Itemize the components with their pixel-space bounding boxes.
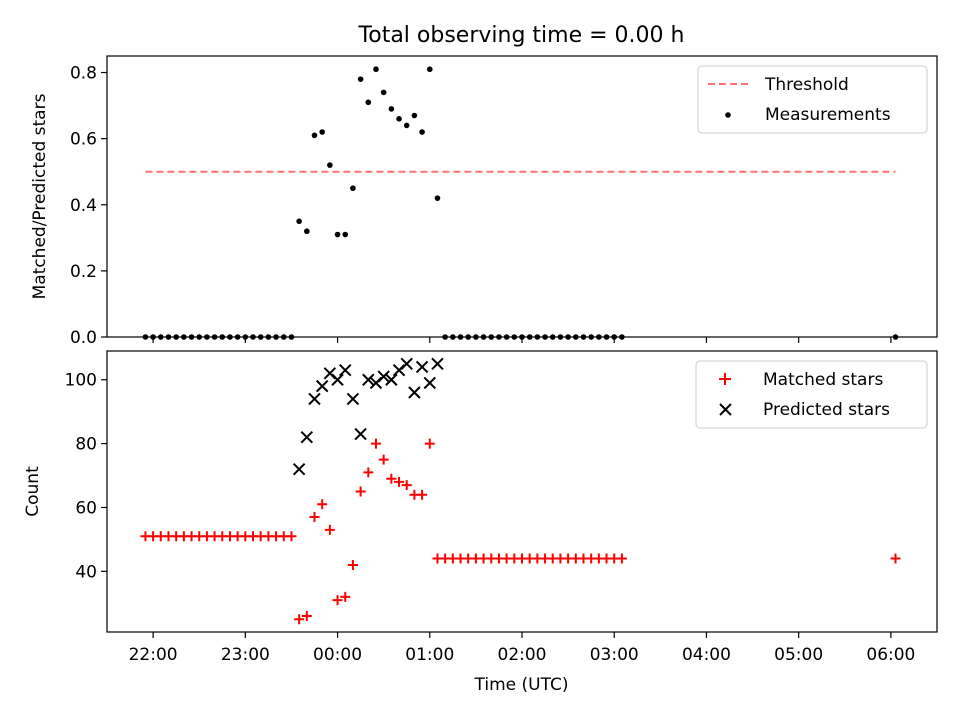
x-tick-label: 05:00 [774, 645, 823, 665]
matched-star-point [294, 614, 305, 625]
matched-star-point [401, 480, 412, 491]
bottom-x-ticks: 22:00 23:00 00:00 01:00 02:00 03:00 04:00 05:00… [129, 632, 915, 665]
matched-star-point [616, 553, 627, 564]
bottom-x-axis-label: Time (UTC) [474, 675, 569, 695]
top-legend: Threshold Measurements [697, 65, 928, 134]
measurement-point [380, 89, 387, 96]
matched-star-point [417, 489, 428, 500]
predicted-star-point [400, 357, 413, 370]
matched-star-point [332, 595, 343, 606]
measurement-point [434, 195, 441, 201]
matched-star-point [363, 467, 374, 478]
measurement-point [357, 76, 364, 82]
bottom-legend: Matched stars Predicted stars [695, 360, 928, 429]
matched-star-point [378, 454, 389, 465]
y-tick-label: 0.8 [70, 64, 97, 84]
y-tick-label: 0.2 [70, 262, 97, 282]
measurement-point [426, 66, 433, 73]
matched-star-point [370, 438, 381, 449]
matched-star-point [317, 499, 328, 510]
y-tick-label: 0.4 [70, 196, 97, 216]
predicted-star-point [385, 373, 398, 386]
legend-predicted-swatch [719, 403, 732, 416]
matched-star-point [890, 553, 901, 564]
x-tick-label: 00:00 [313, 645, 362, 665]
y-tick-label: 0.6 [70, 130, 97, 150]
measurement-point [304, 228, 310, 235]
predicted-star-point [308, 392, 321, 406]
measurement-point [311, 132, 318, 139]
matched-star-point [286, 531, 297, 542]
y-tick-label: 60 [75, 498, 97, 518]
bottom-panel: 40 60 80 100 22:00 23:00 00:00 01:00 02:00 03:00… [23, 350, 938, 695]
measurement-point [342, 231, 349, 238]
measurement-point [296, 218, 302, 225]
predicted-star-point [377, 370, 390, 383]
x-tick-label: 02:00 [498, 645, 547, 665]
predicted-star-point [423, 376, 436, 390]
matched-star-point [386, 473, 397, 484]
legend-matched-label: Matched stars [763, 370, 883, 390]
matched-star-point [424, 438, 435, 449]
legend-measurements-swatch [725, 112, 731, 118]
top-y-ticks: 0.0 0.2 0.4 0.6 0.8 [70, 64, 107, 348]
measurement-point [373, 66, 379, 73]
measurement-point [327, 162, 333, 168]
measurement-point [403, 122, 410, 129]
matched-star-point [340, 591, 351, 602]
measurement-point [350, 185, 356, 192]
top-plot-area [142, 66, 899, 340]
predicted-star-point [415, 360, 429, 374]
top-legend-box [697, 65, 928, 134]
measurement-point [411, 112, 418, 119]
predicted-star-point [362, 373, 375, 386]
x-tick-label: 23:00 [221, 645, 270, 665]
top-y-axis-label: Matched/Predicted stars [30, 93, 50, 299]
bottom-y-ticks: 40 60 80 100 [65, 371, 107, 582]
legend-matched-swatch [719, 373, 731, 385]
y-tick-label: 100 [65, 371, 97, 391]
x-tick-label: 01:00 [405, 645, 454, 665]
matched-star-point [355, 486, 366, 497]
legend-threshold-label: Threshold [764, 75, 849, 95]
y-tick-label: 80 [75, 435, 97, 455]
x-tick-label: 06:00 [866, 645, 915, 665]
measurement-point [419, 129, 425, 135]
predicted-star-point [346, 392, 360, 406]
predicted-star-point [331, 373, 344, 386]
figure-title: Total observing time = 0.00 h [358, 23, 685, 48]
measurement-point [388, 106, 395, 112]
x-tick-label: 22:00 [129, 645, 178, 665]
bottom-legend-box [695, 360, 928, 429]
x-tick-label: 03:00 [590, 645, 639, 665]
bottom-y-axis-label: Count [23, 466, 43, 517]
measurement-point [319, 129, 325, 135]
y-tick-label: 40 [75, 562, 97, 582]
predicted-star-point [339, 363, 352, 377]
matched-star-point [301, 611, 312, 622]
x-tick-label: 04:00 [682, 645, 731, 665]
measurement-point [365, 99, 372, 106]
predicted-star-point [315, 379, 329, 393]
y-tick-label: 0.0 [70, 328, 97, 348]
matched-star-point [309, 512, 320, 523]
predicted-star-point [354, 427, 367, 441]
legend-measurements-label: Measurements [765, 105, 891, 125]
predicted-star-point [408, 386, 421, 399]
top-panel: 0.00.20.40.60.8 Matched/Predicted stars … [30, 55, 938, 348]
measurement-point [396, 116, 402, 122]
legend-predicted-label: Predicted stars [763, 400, 890, 420]
measurement-point [334, 231, 341, 238]
bottom-plot-area [140, 357, 901, 625]
predicted-star-point [431, 357, 444, 370]
matched-star-point [394, 476, 405, 487]
top-x-ticks [152, 337, 892, 343]
predicted-star-point [292, 462, 306, 476]
matched-star-point [324, 524, 335, 535]
predicted-star-point [300, 431, 314, 444]
matched-star-point [347, 559, 358, 570]
